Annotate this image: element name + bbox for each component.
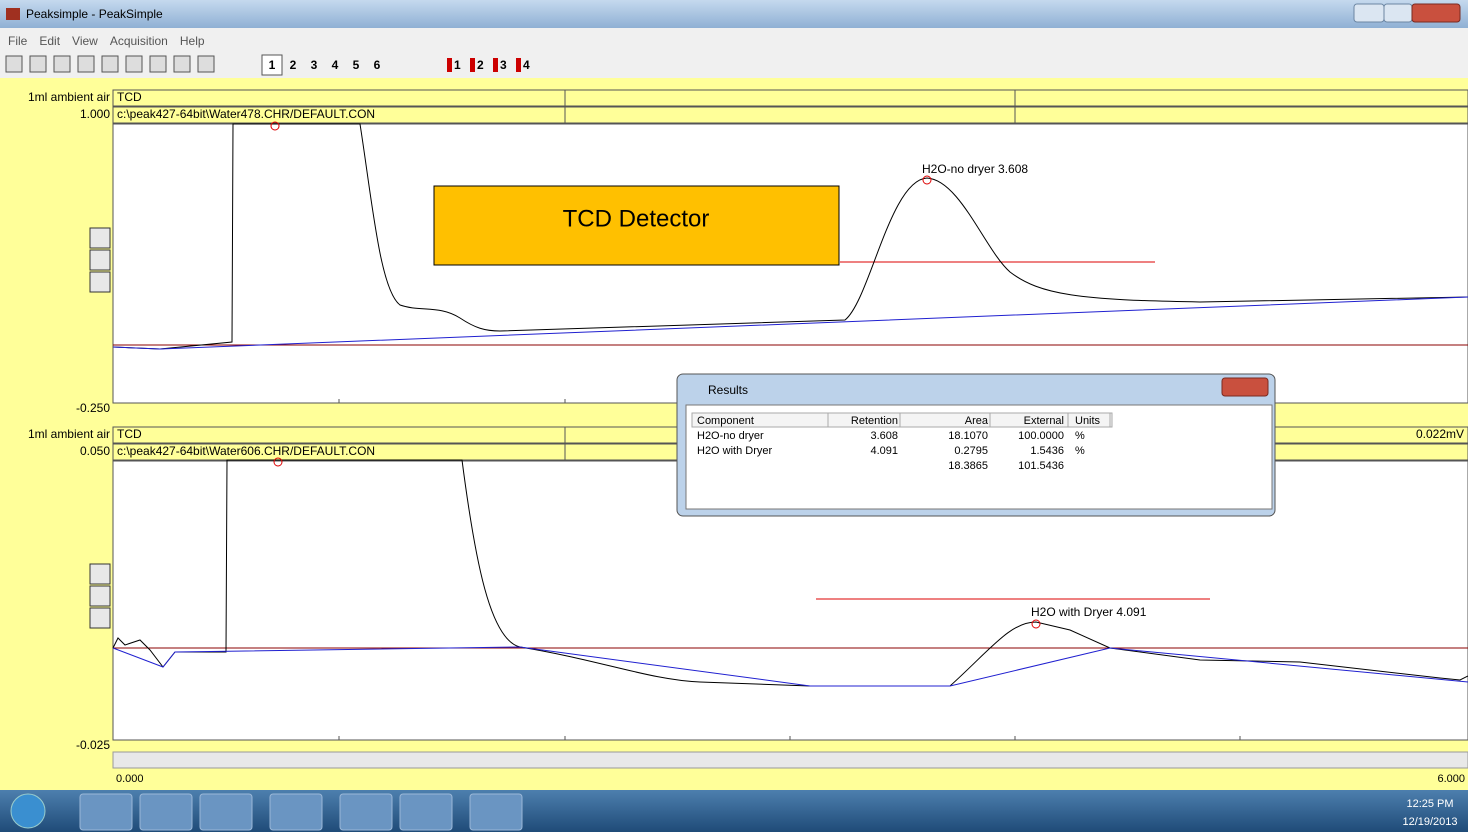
channel-button[interactable]: 5 — [353, 58, 360, 72]
x-start: 0.000 — [116, 773, 144, 785]
sample-name: 1ml ambient air — [28, 427, 110, 441]
x-end: 6.000 — [1437, 773, 1465, 785]
table-cell: % — [1075, 445, 1085, 457]
toolbar-icon[interactable] — [174, 56, 190, 72]
channel-button[interactable]: 1 — [269, 58, 276, 72]
file-path: c:\peak427-64bit\Water478.CHR/DEFAULT.CO… — [117, 107, 375, 121]
taskbar-app[interactable] — [470, 794, 522, 830]
start-button[interactable] — [11, 794, 45, 828]
results-title: Results — [708, 383, 748, 397]
channel-button[interactable]: 2 — [290, 58, 297, 72]
taskbar-app[interactable] — [200, 794, 252, 830]
table-cell: 0.2795 — [954, 445, 988, 457]
clock-date: 12/19/2013 — [1402, 816, 1457, 828]
sample-name: 1ml ambient air — [28, 90, 110, 104]
zoom-in[interactable] — [90, 228, 110, 248]
total-external: 101.5436 — [1018, 460, 1064, 472]
menu-toolbar-bg — [0, 28, 1468, 78]
window-title: Peaksimple - PeakSimple — [26, 7, 163, 21]
menu-item[interactable]: Edit — [39, 34, 60, 48]
clock-time: 12:25 PM — [1406, 798, 1453, 810]
detector-name: TCD — [117, 90, 142, 104]
table-cell: 3.608 — [870, 430, 898, 442]
zoom-reset[interactable] — [90, 586, 110, 606]
close[interactable] — [1412, 4, 1460, 22]
peak-label: H2O-no dryer 3.608 — [922, 162, 1028, 176]
table-cell: H2O with Dryer — [697, 445, 773, 457]
column-header: Units — [1075, 415, 1101, 427]
detector-button[interactable]: 1 — [454, 58, 461, 72]
toolbar-icon[interactable] — [54, 56, 70, 72]
channel-button[interactable]: 3 — [311, 58, 318, 72]
zoom-reset[interactable] — [90, 250, 110, 270]
menu-item[interactable]: Acquisition — [110, 34, 168, 48]
toolbar-icon[interactable] — [30, 56, 46, 72]
y-min: -0.250 — [76, 401, 110, 415]
table-cell: 18.1070 — [948, 430, 988, 442]
detector-icon — [493, 58, 498, 72]
peak-label: H2O with Dryer 4.091 — [1031, 605, 1147, 619]
total-area: 18.3865 — [948, 460, 988, 472]
detector-icon — [470, 58, 475, 72]
toolbar-icon[interactable] — [6, 56, 22, 72]
zoom-in[interactable] — [90, 564, 110, 584]
channel-button[interactable]: 4 — [332, 58, 339, 72]
table-cell: H2O-no dryer — [697, 430, 764, 442]
zoom-out[interactable] — [90, 608, 110, 628]
taskbar-app[interactable] — [80, 794, 132, 830]
y-min: -0.025 — [76, 738, 110, 752]
signal-value: 0.022mV — [1416, 427, 1464, 441]
toolbar-icon[interactable] — [102, 56, 118, 72]
table-cell: 100.0000 — [1018, 430, 1064, 442]
table-cell: 1.5436 — [1030, 445, 1064, 457]
detector-icon — [516, 58, 521, 72]
menu-item[interactable]: Help — [180, 34, 205, 48]
menu-item[interactable]: View — [72, 34, 98, 48]
menu-item[interactable]: File — [8, 34, 28, 48]
column-header: Component — [697, 415, 754, 427]
annotation: TCD Detector — [563, 205, 710, 232]
toolbar-icon[interactable] — [150, 56, 166, 72]
toolbar-icon[interactable] — [126, 56, 142, 72]
toolbar-icon[interactable] — [78, 56, 94, 72]
results-close[interactable] — [1222, 378, 1268, 396]
taskbar-app[interactable] — [140, 794, 192, 830]
taskbar-app[interactable] — [270, 794, 322, 830]
maximize[interactable] — [1384, 4, 1412, 22]
minimize[interactable] — [1354, 4, 1384, 22]
toolbar-icon[interactable] — [198, 56, 214, 72]
taskbar-app[interactable] — [340, 794, 392, 830]
scrollbar[interactable] — [113, 752, 1468, 768]
file-path: c:\peak427-64bit\Water606.CHR/DEFAULT.CO… — [117, 444, 375, 458]
table-cell: % — [1075, 430, 1085, 442]
channel-button[interactable]: 6 — [374, 58, 381, 72]
app-icon — [6, 8, 20, 20]
taskbar-app[interactable] — [400, 794, 452, 830]
detector-button[interactable]: 2 — [477, 58, 484, 72]
header-row — [113, 90, 1468, 106]
detector-name: TCD — [117, 427, 142, 441]
column-header: External — [1024, 415, 1064, 427]
table-cell: 4.091 — [870, 445, 898, 457]
column-header: Area — [965, 415, 989, 427]
y-max: 1.000 — [80, 107, 110, 121]
zoom-out[interactable] — [90, 272, 110, 292]
title-bar — [0, 0, 1468, 28]
y-max: 0.050 — [80, 444, 110, 458]
detector-icon — [447, 58, 452, 72]
column-header: Retention — [851, 415, 898, 427]
detector-button[interactable]: 3 — [500, 58, 507, 72]
screen: Peaksimple - PeakSimple File Edit View Acqu… — [0, 0, 1468, 832]
detector-button[interactable]: 4 — [523, 58, 530, 72]
